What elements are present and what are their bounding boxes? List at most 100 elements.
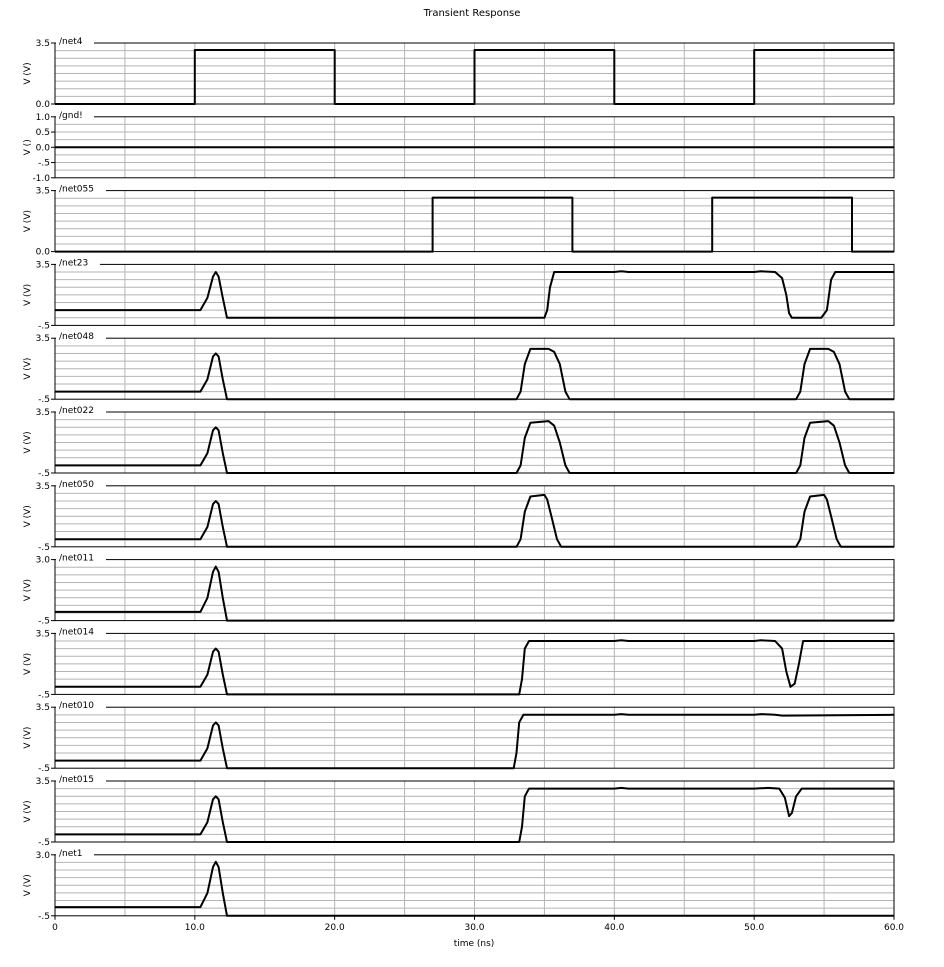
- y-tick-label: -.5: [38, 321, 50, 331]
- y-axis-label: V (V): [23, 874, 33, 896]
- series-label: /net050: [59, 480, 94, 490]
- series-label: /net022: [59, 406, 94, 416]
- panel-net050: 3.5 -.5 V (V) /net050: [23, 479, 895, 553]
- y-tick-label: 3.5: [36, 260, 50, 270]
- y-axis-label: V (V): [23, 62, 33, 84]
- y-tick-label: 0.0: [36, 100, 51, 110]
- panel-net011: 3.0 -.5 V (V) /net011: [23, 553, 895, 627]
- series-line: [55, 713, 895, 770]
- series-label: /net011: [59, 554, 94, 564]
- series-tag-bg: [56, 775, 106, 784]
- x-axis: 0 10.0 20.0 30.0 40.0 50.0 60.0: [52, 915, 904, 933]
- panel-net055: 3.5 0.0 V (V) /net055: [23, 184, 895, 258]
- series-tag-bg: [56, 406, 106, 415]
- panels: 3.5 0.0 V (V) /net4 1.0 0.5 0.0 -.5 -1.0 V () /gnd…: [23, 37, 895, 922]
- chart-title: Transient Response: [423, 8, 521, 19]
- x-tick-label: 40.0: [604, 923, 624, 933]
- series-label: /net055: [59, 185, 94, 195]
- y-tick-label: 3.5: [36, 187, 50, 197]
- series-label: /net010: [59, 701, 94, 711]
- series-tag-bg: [56, 184, 106, 194]
- panel-net022: 3.5 -.5 V (V) /net022: [23, 406, 895, 479]
- series-label: /net014: [59, 627, 94, 637]
- series-label: /gnd!: [59, 111, 83, 121]
- series-line: [55, 639, 894, 696]
- y-tick-label: -.5: [38, 838, 50, 848]
- series-label: /net048: [59, 332, 94, 342]
- x-axis-label: time (ns): [454, 939, 495, 949]
- panel-frame: [54, 190, 895, 253]
- y-tick-label: 3.5: [36, 334, 50, 344]
- x-tick-label: 60.0: [884, 923, 904, 933]
- y-tick-label: -.5: [38, 543, 50, 553]
- series-tag-bg: [56, 110, 94, 120]
- y-tick-label: 3.5: [36, 39, 50, 49]
- y-axis-label: V (V): [23, 727, 33, 749]
- series-tag-bg: [56, 553, 106, 563]
- y-tick-label: 3.0: [36, 556, 51, 566]
- series-line: [55, 49, 894, 105]
- y-tick-label: -.5: [38, 690, 50, 700]
- y-axis-label: V (V): [23, 505, 33, 527]
- series-line: [55, 196, 894, 253]
- series-label: /net4: [59, 37, 83, 47]
- x-tick-label: 30.0: [464, 923, 484, 933]
- y-tick-label: -1.0: [32, 174, 50, 184]
- y-axis-label: V (V): [23, 800, 33, 822]
- y-tick-label: 3.5: [36, 408, 50, 418]
- series-line: [55, 270, 894, 319]
- series-tag-bg: [56, 848, 94, 858]
- x-tick-label: 0: [52, 923, 58, 933]
- y-tick-label: 3.5: [36, 777, 50, 787]
- series-tag-bg: [56, 332, 106, 342]
- panel-net4: 3.5 0.0 V (V) /net4: [23, 37, 895, 110]
- y-tick-label: 0.0: [36, 143, 51, 153]
- y-tick-label: -.5: [38, 159, 50, 169]
- y-tick-label: 0.5: [36, 128, 50, 138]
- y-axis-label: V (V): [23, 210, 33, 232]
- series-tag-bg: [56, 258, 100, 268]
- y-tick-label: 3.5: [36, 629, 50, 639]
- panel-net010: 3.5 -.5 V (V) /net010: [23, 701, 895, 774]
- series-line: [55, 493, 894, 548]
- panel-net23: 3.5 -.5 V (V) /net23: [23, 258, 895, 331]
- panel-net014: 3.5 -.5 V (V) /net014: [23, 627, 895, 700]
- series-line: [55, 860, 894, 917]
- y-axis-label: V (V): [23, 653, 33, 675]
- y-tick-label: 3.0: [36, 851, 51, 861]
- series-tag-bg: [56, 479, 106, 489]
- x-tick-label: 10.0: [185, 923, 205, 933]
- y-axis-label: V (V): [23, 284, 33, 306]
- panel-frame: [54, 263, 895, 326]
- y-axis-label: V (): [23, 139, 33, 155]
- panel-gnd: 1.0 0.5 0.0 -.5 -1.0 V () /gnd!: [23, 110, 895, 184]
- x-tick-label: 20.0: [325, 923, 345, 933]
- y-tick-label: -.5: [38, 617, 50, 627]
- series-line: [55, 565, 894, 622]
- y-tick-label: 1.0: [36, 113, 51, 123]
- series-tag-bg: [56, 701, 106, 711]
- y-axis-label: V (V): [23, 358, 33, 380]
- series-label: /net015: [59, 775, 94, 785]
- series-line: [55, 347, 894, 401]
- y-tick-label: 3.5: [36, 482, 50, 492]
- panel-net015: 3.5 -.5 V (V) /net015: [23, 775, 895, 848]
- y-tick-label: -.5: [38, 764, 50, 774]
- series-tag-bg: [56, 37, 94, 46]
- series-line: [55, 420, 894, 474]
- y-tick-label: -.5: [38, 395, 50, 405]
- panel-net1: 3.0 -.5 V (V) /net1: [23, 848, 895, 922]
- x-tick-label: 50.0: [744, 923, 764, 933]
- y-tick-label: 0.0: [36, 248, 51, 258]
- y-tick-label: 3.5: [36, 703, 50, 713]
- y-tick-label: -.5: [38, 469, 50, 479]
- y-axis-label: V (V): [23, 431, 33, 453]
- y-axis-label: V (V): [23, 579, 33, 601]
- series-tag-bg: [56, 627, 106, 637]
- panel-net048: 3.5 -.5 V (V) /net048: [23, 332, 895, 405]
- series-line: [55, 786, 894, 843]
- y-tick-label: -.5: [38, 912, 50, 922]
- series-label: /net23: [59, 258, 88, 268]
